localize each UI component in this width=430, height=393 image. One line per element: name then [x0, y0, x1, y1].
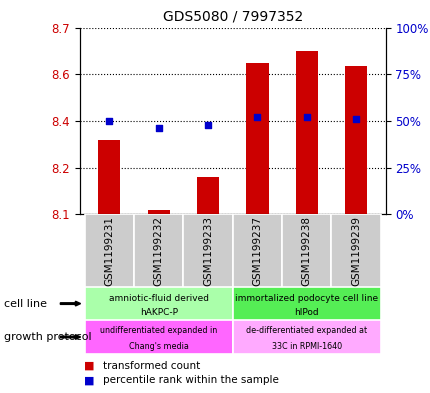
- Bar: [197, 177, 219, 214]
- Text: amniotic-fluid derived: amniotic-fluid derived: [108, 294, 208, 303]
- Bar: [331, 214, 380, 287]
- Text: GSM1199238: GSM1199238: [301, 215, 311, 286]
- Text: GSM1199237: GSM1199237: [252, 215, 262, 286]
- Bar: [84, 214, 134, 287]
- Point: [204, 121, 211, 128]
- Title: GDS5080 / 7997352: GDS5080 / 7997352: [162, 9, 302, 24]
- Bar: [84, 320, 232, 354]
- Text: hAKPC-P: hAKPC-P: [139, 309, 177, 318]
- Bar: [282, 214, 331, 287]
- Bar: [295, 51, 317, 214]
- Text: undifferentiated expanded in: undifferentiated expanded in: [100, 327, 217, 336]
- Point: [106, 118, 113, 124]
- Bar: [232, 320, 380, 354]
- Text: transformed count: transformed count: [103, 361, 200, 371]
- Text: 33C in RPMI-1640: 33C in RPMI-1640: [271, 342, 341, 351]
- Bar: [232, 214, 282, 287]
- Bar: [246, 63, 268, 214]
- Text: Chang's media: Chang's media: [129, 342, 188, 351]
- Bar: [147, 210, 169, 214]
- Text: growth protocol: growth protocol: [4, 332, 92, 342]
- Text: ■: ■: [84, 361, 94, 371]
- Bar: [98, 140, 120, 214]
- Text: GSM1199232: GSM1199232: [154, 215, 163, 286]
- Text: percentile rank within the sample: percentile rank within the sample: [103, 375, 279, 385]
- Bar: [232, 287, 380, 320]
- Bar: [134, 214, 183, 287]
- Text: immortalized podocyte cell line: immortalized podocyte cell line: [235, 294, 378, 303]
- Bar: [344, 66, 366, 214]
- Text: GSM1199239: GSM1199239: [350, 215, 360, 286]
- Bar: [84, 287, 232, 320]
- Text: GSM1199233: GSM1199233: [203, 215, 212, 286]
- Point: [253, 114, 260, 120]
- Text: cell line: cell line: [4, 299, 47, 309]
- Point: [155, 125, 162, 131]
- Text: ■: ■: [84, 375, 94, 385]
- Text: de-differentiated expanded at: de-differentiated expanded at: [246, 327, 366, 336]
- Text: GSM1199231: GSM1199231: [104, 215, 114, 286]
- Text: hIPod: hIPod: [294, 309, 318, 318]
- Bar: [183, 214, 232, 287]
- Point: [352, 116, 359, 122]
- Point: [303, 114, 310, 120]
